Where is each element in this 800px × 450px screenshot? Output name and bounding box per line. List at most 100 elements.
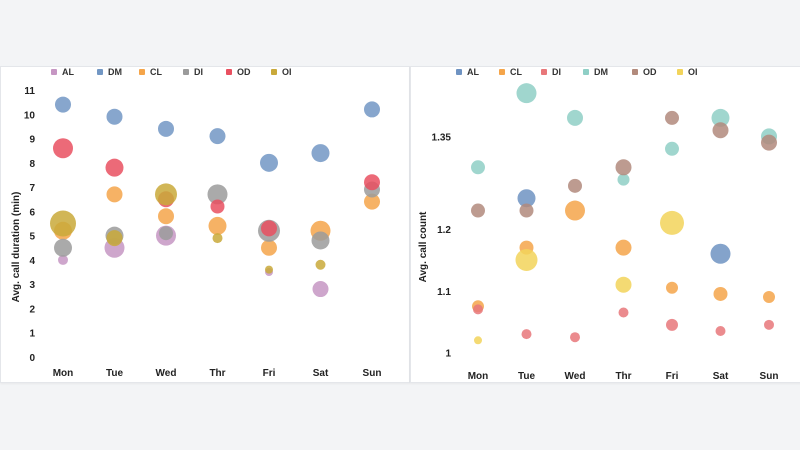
x-tick-label: Sat [713,371,729,382]
legend-label-cl: CL [150,67,162,77]
scatter-point-dm [567,109,583,126]
scatter-point-dm [471,160,485,175]
y-tick-label: 11 [24,86,35,97]
scatter-point-od [105,158,124,177]
scatter-point-al [312,281,329,298]
scatter-point-od [471,203,485,218]
scatter-point-di [715,326,726,337]
legend-label-dm: DM [594,67,608,77]
legend-label-od: OD [643,67,657,77]
legend-label-oi: OI [282,67,292,77]
scatter-point-od [615,159,632,176]
y-tick-label: 1.1 [437,287,451,298]
legend-item-oi: OI [271,67,292,77]
legend-label-al: AL [467,67,479,77]
x-tick-label: Fri [666,371,679,382]
y-tick-label: 5 [29,232,35,243]
scatter-point-od [53,138,73,159]
scatter-point-oi [265,265,273,274]
legend-swatch-cl [499,69,505,75]
scatter-point-od [568,178,582,193]
legend-swatch-oi [271,69,277,75]
scatter-point-cl [158,208,174,225]
legend-swatch-dm [97,69,103,75]
left-chart-panel: AL DM CL DI OD OI Avg. call duration (mi… [0,66,410,383]
legend-swatch-di [541,69,547,75]
legend-label-dm: DM [108,67,122,77]
y-tick-label: 8 [29,159,35,170]
x-tick-label: Mon [53,368,74,379]
scatter-point-dm [209,128,226,145]
scatter-point-di [473,304,483,315]
x-tick-label: Thr [209,368,225,379]
legend-item-oi: OI [677,67,698,77]
right-legend: AL CL DI DM OD OI [411,67,800,79]
scatter-point-oi [106,230,123,247]
y-tick-label: 4 [29,256,35,267]
scatter-point-al [517,189,536,208]
x-tick-label: Sun [760,371,779,382]
legend-item-od: OD [632,67,657,77]
y-tick-label: 9 [29,135,35,146]
scatter-point-al [58,254,68,265]
legend-label-al: AL [62,67,74,77]
scatter-point-dm [364,101,380,118]
scatter-point-dm [665,141,679,156]
x-tick-label: Sat [313,368,329,379]
scatter-point-dm [311,144,330,163]
scatter-point-cl [208,216,227,235]
x-tick-label: Thr [615,371,631,382]
x-tick-label: Fri [263,368,276,379]
y-tick-label: 1.35 [432,132,452,143]
scatter-point-cl [763,291,775,304]
y-tick-label: 6 [29,207,35,218]
scatter-point-cl [565,200,585,221]
scatter-point-cl [713,286,728,301]
y-tick-label: 0 [29,353,35,364]
scatter-point-oi [615,276,632,293]
scatter-point-oi [315,259,326,270]
scatter-point-dm [106,108,123,125]
legend-item-al: AL [51,67,74,77]
legend-item-dm: DM [583,67,608,77]
y-tick-label: 10 [24,110,36,121]
scatter-point-di [521,329,532,340]
scatter-point-oi [474,336,482,345]
legend-label-oi: OI [688,67,698,77]
scatter-point-di [570,332,580,343]
left-scatter-plot: Avg. call duration (min) 0 1 2 3 4 5 6 7 8 9 10 11 M… [11,86,381,379]
right-y-axis-label: Avg. call count [418,211,429,282]
legend-swatch-al [51,69,57,75]
scatter-point-od [210,199,225,214]
scatter-point-oi [155,183,177,206]
scatter-point-di [207,184,228,205]
scatter-point-di [159,226,173,241]
y-tick-label: 2 [29,304,35,315]
legend-swatch-od [226,69,232,75]
left-legend: AL DM CL DI OD OI [1,67,409,79]
x-tick-label: Wed [156,368,177,379]
scatter-point-dm [260,153,278,172]
right-chart-panel: AL CL DI DM OD OI Avg. call count 1 1.1 1.… [410,66,800,383]
legend-swatch-cl [139,69,145,75]
scatter-point-di [764,319,774,330]
legend-label-od: OD [237,67,251,77]
legend-item-al: AL [456,67,479,77]
scatter-point-oi [660,210,684,235]
legend-swatch-di [183,69,189,75]
legend-label-cl: CL [510,67,522,77]
legend-item-od: OD [226,67,251,77]
x-tick-label: Tue [518,371,535,382]
legend-swatch-oi [677,69,683,75]
scatter-point-dm [158,120,174,137]
x-tick-label: Wed [565,371,586,382]
scatter-point-cl [615,239,632,256]
scatter-point-dm [55,96,71,113]
scatter-point-od [519,203,534,218]
legend-item-di: DI [541,67,561,77]
y-tick-label: 3 [29,280,35,291]
y-tick-label: 1 [445,349,451,360]
scatter-point-di [54,238,72,257]
scatter-point-oi [212,233,223,244]
legend-swatch-od [632,69,638,75]
